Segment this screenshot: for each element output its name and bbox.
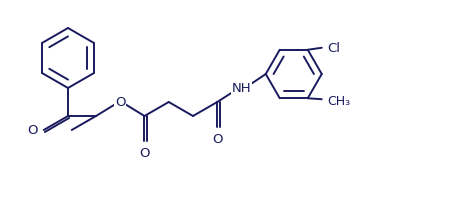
Text: O: O [27, 124, 38, 137]
Text: O: O [212, 132, 222, 145]
Text: Cl: Cl [328, 42, 341, 55]
Text: CH₃: CH₃ [328, 94, 351, 107]
Text: O: O [139, 146, 150, 159]
Text: NH: NH [232, 82, 251, 95]
Text: O: O [115, 96, 126, 109]
